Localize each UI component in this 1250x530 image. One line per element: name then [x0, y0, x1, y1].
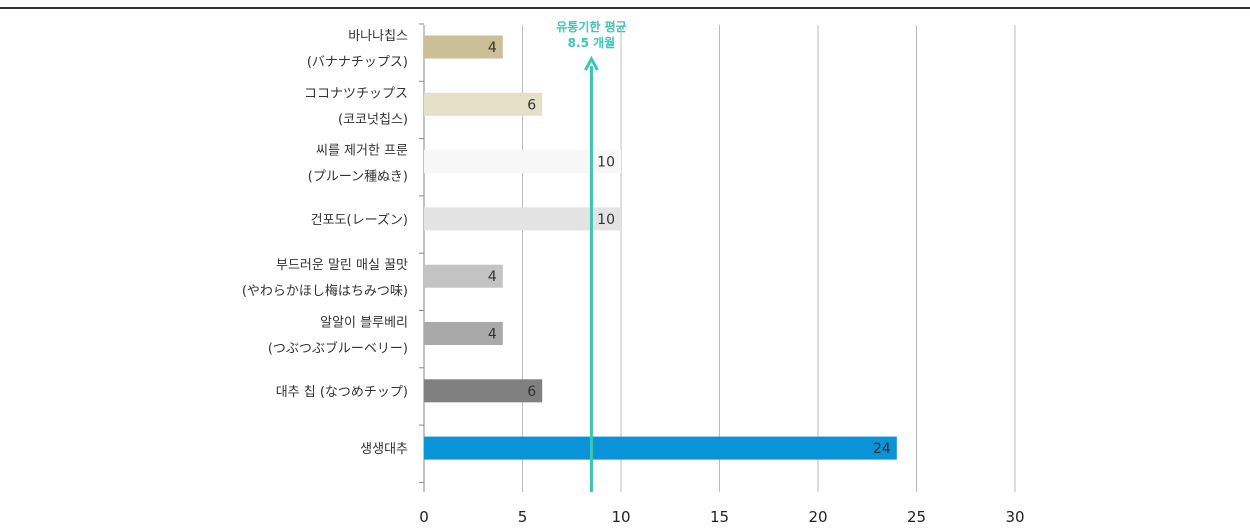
- category-label-5: (やわらかほし梅はちみつ味): [242, 284, 408, 299]
- data-label-1: 4: [488, 40, 497, 56]
- category-label-2: (코코넛칩스): [338, 112, 408, 127]
- x-tick-label-30: 30: [1005, 508, 1024, 526]
- data-label-3: 10: [597, 155, 615, 171]
- data-label-8: 24: [873, 441, 891, 457]
- bar-2: [424, 92, 543, 116]
- x-tick-label-15: 15: [710, 508, 729, 526]
- x-tick-label-5: 5: [518, 508, 528, 526]
- bar-8: [424, 436, 897, 460]
- bar-4: [424, 207, 621, 231]
- category-label-6: (つぶつぶブルーベリー): [268, 341, 408, 357]
- bar-7: [424, 379, 543, 403]
- category-label-2: ココナツチップス: [304, 86, 408, 101]
- bar-3: [424, 150, 621, 174]
- x-tick-label-20: 20: [808, 508, 827, 526]
- category-label-3: 씨를 제거한 프룬: [316, 144, 408, 159]
- top-rule: [0, 7, 1250, 9]
- category-label-8: 생생대추: [360, 442, 408, 457]
- data-label-7: 6: [527, 384, 536, 400]
- category-label-6: 알알이 블루베리: [320, 316, 408, 331]
- data-label-4: 10: [597, 212, 615, 228]
- average-arrow-head: [584, 55, 599, 71]
- category-label-7: 대추 칩 (なつめチップ): [276, 385, 408, 400]
- average-label-line2: 8.5 개월: [568, 35, 616, 50]
- x-tick-label-25: 25: [907, 508, 926, 526]
- x-tick-label-10: 10: [611, 508, 630, 526]
- bar-6: [424, 322, 503, 345]
- category-label-1: (バナナチップス): [307, 55, 408, 70]
- category-label-3: (プルーン種ぬき): [308, 169, 408, 185]
- data-label-2: 6: [527, 97, 536, 113]
- category-label-4: 건포도(レーズン): [311, 212, 408, 228]
- x-tick-label-0: 0: [419, 508, 429, 526]
- data-label-5: 4: [488, 269, 497, 285]
- bar-5: [424, 264, 503, 288]
- category-label-1: 바나나칩스: [348, 29, 408, 44]
- data-label-6: 4: [488, 327, 497, 343]
- bar-1: [424, 35, 503, 59]
- average-label-line1: 유통기한 평균: [556, 19, 626, 34]
- category-label-5: 부드러운 말린 매실 꿀맛: [276, 258, 408, 273]
